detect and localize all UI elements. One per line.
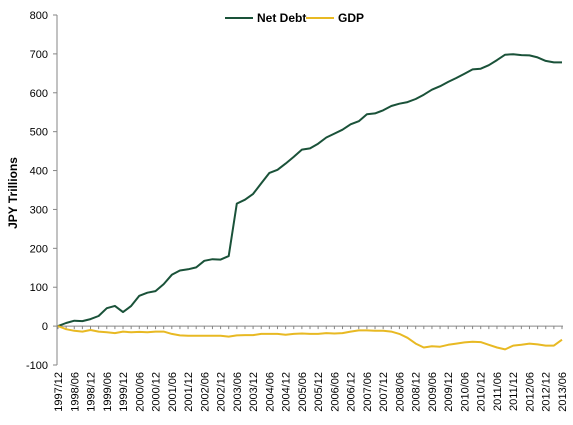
x-tick-label: 2006/12 <box>346 372 358 412</box>
x-tick-label: 1998/12 <box>86 372 98 412</box>
legend: Net Debt GDP <box>225 11 364 25</box>
x-tick-label: 2002/12 <box>216 372 228 412</box>
x-tick-label: 2007/06 <box>362 372 374 412</box>
y-tick-label: 700 <box>30 49 48 61</box>
y-tick-label: 800 <box>30 10 48 22</box>
x-tick-label: 2002/06 <box>199 372 211 412</box>
x-tick-label: 2004/12 <box>281 372 293 412</box>
y-tick-label: 300 <box>30 204 48 216</box>
legend-label-gdp: GDP <box>338 11 364 25</box>
x-tick-label: 2011/12 <box>508 372 520 411</box>
y-tick-label: 500 <box>30 127 48 139</box>
x-tick-label: 1998/06 <box>69 372 81 412</box>
y-tick-label: -100 <box>26 360 48 372</box>
y-tick-label: 600 <box>30 88 48 100</box>
x-tick-label: 1999/06 <box>102 372 114 412</box>
x-tick-label: 2005/12 <box>313 372 325 412</box>
y-tick-label: 400 <box>30 166 48 178</box>
x-tick-label: 2009/12 <box>443 372 455 412</box>
x-tick-label: 1997/12 <box>53 372 65 412</box>
x-tick-label: 2006/06 <box>329 372 341 412</box>
x-tick-label: 1999/12 <box>118 372 130 412</box>
y-tick-label: 0 <box>42 321 48 333</box>
x-tick-label: 2011/06 <box>492 372 504 411</box>
x-tick-label: 2003/12 <box>248 372 260 412</box>
y-axis-title: JPY Trillions <box>6 157 20 229</box>
x-axis: 1997/12 1998/06 1998/12 1999/06 1999/12 2000/… <box>53 325 569 412</box>
x-tick-label: 2004/06 <box>264 372 276 412</box>
x-tick-label: 2012/06 <box>524 372 536 412</box>
x-tick-label: 2008/06 <box>394 372 406 412</box>
y-axis: -100 0 100 200 300 400 500 600 700 800 <box>26 10 58 372</box>
x-tick-label: 2009/06 <box>427 372 439 412</box>
legend-label-net-debt: Net Debt <box>257 11 306 25</box>
x-tick-label: 2001/06 <box>167 372 179 412</box>
x-tick-label: 2005/06 <box>297 372 309 412</box>
x-tick-label: 2010/12 <box>476 372 488 412</box>
x-tick-label: 2013/06 <box>557 372 569 412</box>
x-tick-label: 2012/12 <box>541 372 553 412</box>
x-tick-label: 2000/12 <box>151 372 163 412</box>
x-tick-label: 2003/06 <box>232 372 244 412</box>
x-tick-label: 2008/12 <box>411 372 423 412</box>
y-tick-label: 200 <box>30 243 48 255</box>
y-tick-label: 100 <box>30 282 48 294</box>
x-tick-label: 2007/12 <box>378 372 390 412</box>
x-tick-label: 2001/12 <box>183 372 195 412</box>
series-line-gdp <box>57 325 563 351</box>
series-layer <box>57 53 563 351</box>
x-tick-label: 2010/06 <box>459 372 471 412</box>
series-line-net-debt <box>57 53 562 328</box>
x-tick-label: 2000/06 <box>134 372 146 412</box>
